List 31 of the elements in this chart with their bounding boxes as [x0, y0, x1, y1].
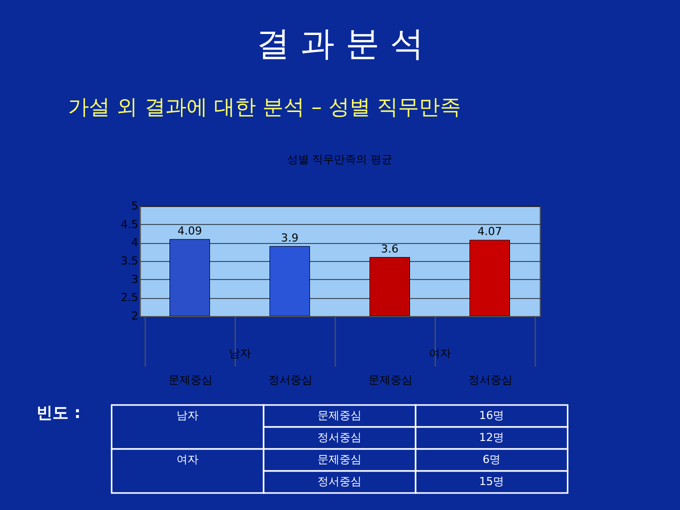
text: 15명 — [479, 475, 504, 488]
text: 남자 — [228, 347, 251, 360]
x-tick-label: 정서중심 — [468, 374, 512, 386]
y-tick-label: 5 — [131, 200, 138, 212]
y-tick-label: 4.5 — [120, 218, 138, 231]
y-tick-label: 4 — [131, 236, 138, 250]
y-tick-label: 2 — [131, 310, 138, 322]
data-label: 4.09 — [178, 224, 202, 238]
y-tick-label: 3.5 — [120, 254, 138, 268]
text: 여자 — [428, 347, 451, 360]
text: 결 과 분 석 — [256, 24, 424, 64]
text: 남자 — [176, 409, 199, 422]
text: 빈도 : — [36, 403, 81, 422]
text: 가설 외 결과에 대한 분석 – 성별 직무만족 — [68, 95, 462, 119]
data-label: 4.07 — [478, 225, 502, 238]
y-tick-label: 2.5 — [120, 291, 138, 304]
text: 여자 — [176, 453, 199, 466]
text: 16명 — [479, 409, 504, 422]
text: 정서중심 — [318, 475, 362, 488]
text: 문제중심 — [318, 453, 362, 466]
chart-title: 성별 직무만족의 평균 — [286, 153, 393, 166]
text: 문제중심 — [318, 409, 362, 422]
text: 6명 — [482, 453, 501, 466]
x-tick-label: 문제중심 — [168, 374, 212, 386]
text: 12명 — [479, 431, 504, 444]
data-label: 3.9 — [281, 231, 298, 244]
x-tick-label: 문제중심 — [368, 374, 412, 386]
y-tick-label: 3 — [131, 272, 138, 286]
x-tick-label: 정서중심 — [268, 374, 312, 386]
data-label: 3.6 — [381, 242, 398, 256]
text: 정서중심 — [318, 431, 362, 444]
